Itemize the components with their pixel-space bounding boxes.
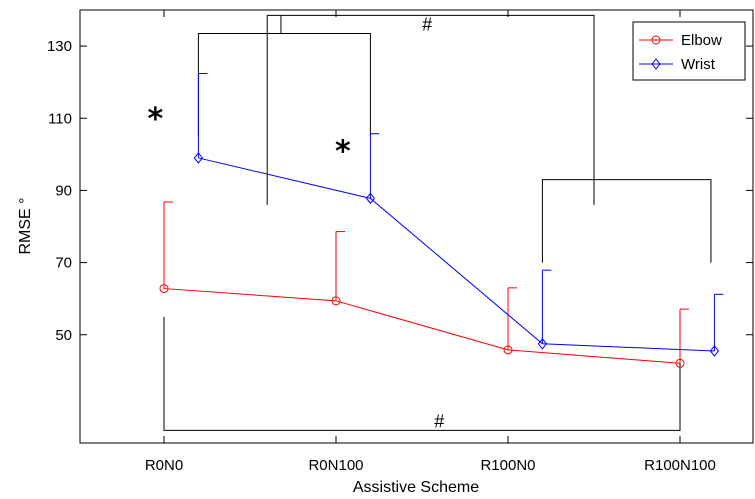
x-tick-label-r0n0: R0N0 <box>145 457 183 474</box>
series-wrist <box>193 73 724 357</box>
annotation-hash-2: # <box>422 14 432 34</box>
annotation-star-1: * <box>335 135 351 170</box>
y-tick-label-50: 50 <box>55 327 72 344</box>
series-line-elbow <box>163 288 681 364</box>
point-wrist-1 <box>365 192 376 205</box>
x-axis-label: Assistive Scheme <box>353 479 479 496</box>
legend: Elbow Wrist <box>632 21 746 81</box>
bracket-1 <box>266 14 595 205</box>
point-elbow-1 <box>331 296 341 306</box>
legend-label-elbow: Elbow <box>681 32 722 49</box>
legend-box <box>632 21 746 81</box>
legend-marker-wrist <box>651 58 661 70</box>
annotation-star-0: * <box>148 102 164 137</box>
annotation-hash-3: # <box>434 411 444 431</box>
point-elbow-0 <box>159 284 169 294</box>
bracket-2 <box>541 179 712 263</box>
x-tick-label-r0n100: R0N100 <box>308 457 363 474</box>
y-tick-label-70: 70 <box>55 255 72 272</box>
series-elbow <box>159 201 689 368</box>
point-wrist-0 <box>193 152 204 164</box>
y-axis-label: RMSE ° <box>17 197 34 254</box>
point-wrist-2 <box>537 337 548 350</box>
annotations: * * # # <box>148 14 445 431</box>
series-layer <box>159 73 724 368</box>
x-tick-label-r100n100: R100N100 <box>644 457 716 474</box>
bracket-3 <box>163 316 681 431</box>
legend-label-wrist: Wrist <box>681 56 716 73</box>
y-tick-label-90: 90 <box>55 182 72 199</box>
plot-area <box>79 9 754 444</box>
point-wrist-3 <box>709 345 720 357</box>
point-elbow-2 <box>503 345 513 355</box>
point-elbow-3 <box>675 358 685 368</box>
x-tick-label-r100n0: R100N0 <box>480 457 535 474</box>
axes: R0N0 R0N100 R100N0 R100N100 50 70 90 110 130 <box>47 10 753 474</box>
y-tick-label-110: 110 <box>48 110 72 127</box>
legend-marker-elbow <box>651 35 661 45</box>
series-line-wrist <box>198 157 715 352</box>
y-tick-label-130: 130 <box>47 38 72 55</box>
